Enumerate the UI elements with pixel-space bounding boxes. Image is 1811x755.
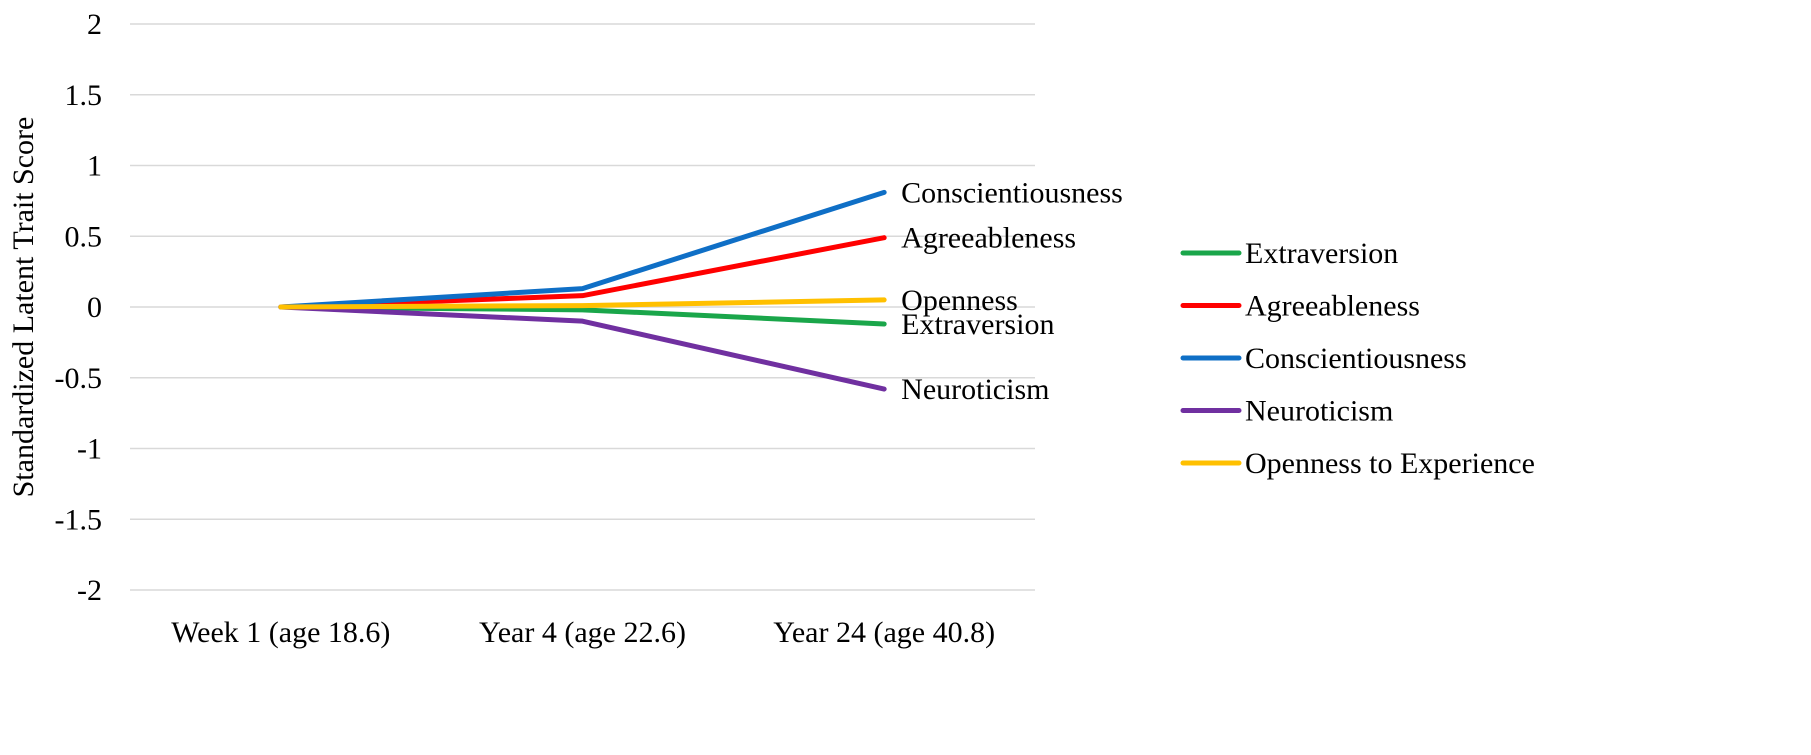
legend-entry: Openness to Experience [1245,447,1535,480]
legend-entry: Neuroticism [1245,395,1393,428]
series-line [278,189,887,310]
legend: Extraversion Agreeableness Conscientiousne… [1180,237,1535,480]
legend-entry: Agreeableness [1245,290,1420,323]
y-axis-ticks: 2 1.5 1 0.5 0 -0.5 -1 -1.5 -2 [55,8,103,607]
y-tick-label: 0.5 [65,220,103,253]
x-tick-label: Year 24 (age 40.8) [773,616,995,649]
y-tick-label: 1 [87,150,102,183]
y-tick-label: -1.5 [55,503,103,536]
series-end-label: Openness [901,284,1018,317]
series-line [278,235,887,310]
x-axis-ticks: Week 1 (age 18.6) Year 4 (age 22.6) Year 2… [171,616,995,649]
y-tick-label: 2 [87,8,102,41]
series-end-label: Agreeableness [901,222,1076,255]
y-tick-label: 0 [87,291,102,324]
series-end-label: Neuroticism [901,373,1049,406]
series-end-label: Conscientiousness [901,176,1123,209]
legend-entry: Conscientiousness [1245,342,1467,375]
series-end-labels: Extraversion Agreeableness Conscientiousne… [901,176,1123,406]
x-tick-label: Week 1 (age 18.6) [171,616,390,649]
y-axis-title: Standardized Latent Trait Score [7,117,40,498]
series-end-label: Extraversion [901,308,1054,341]
y-tick-label: -2 [77,574,102,607]
y-tick-label: -0.5 [55,362,103,395]
y-tick-label: 1.5 [65,79,103,112]
y-tick-label: -1 [77,433,102,466]
series-line [278,297,887,310]
legend-entry: Extraversion [1245,237,1398,270]
x-tick-label: Year 4 (age 22.6) [479,616,686,649]
series-lines [278,189,887,392]
series-line [278,304,887,392]
